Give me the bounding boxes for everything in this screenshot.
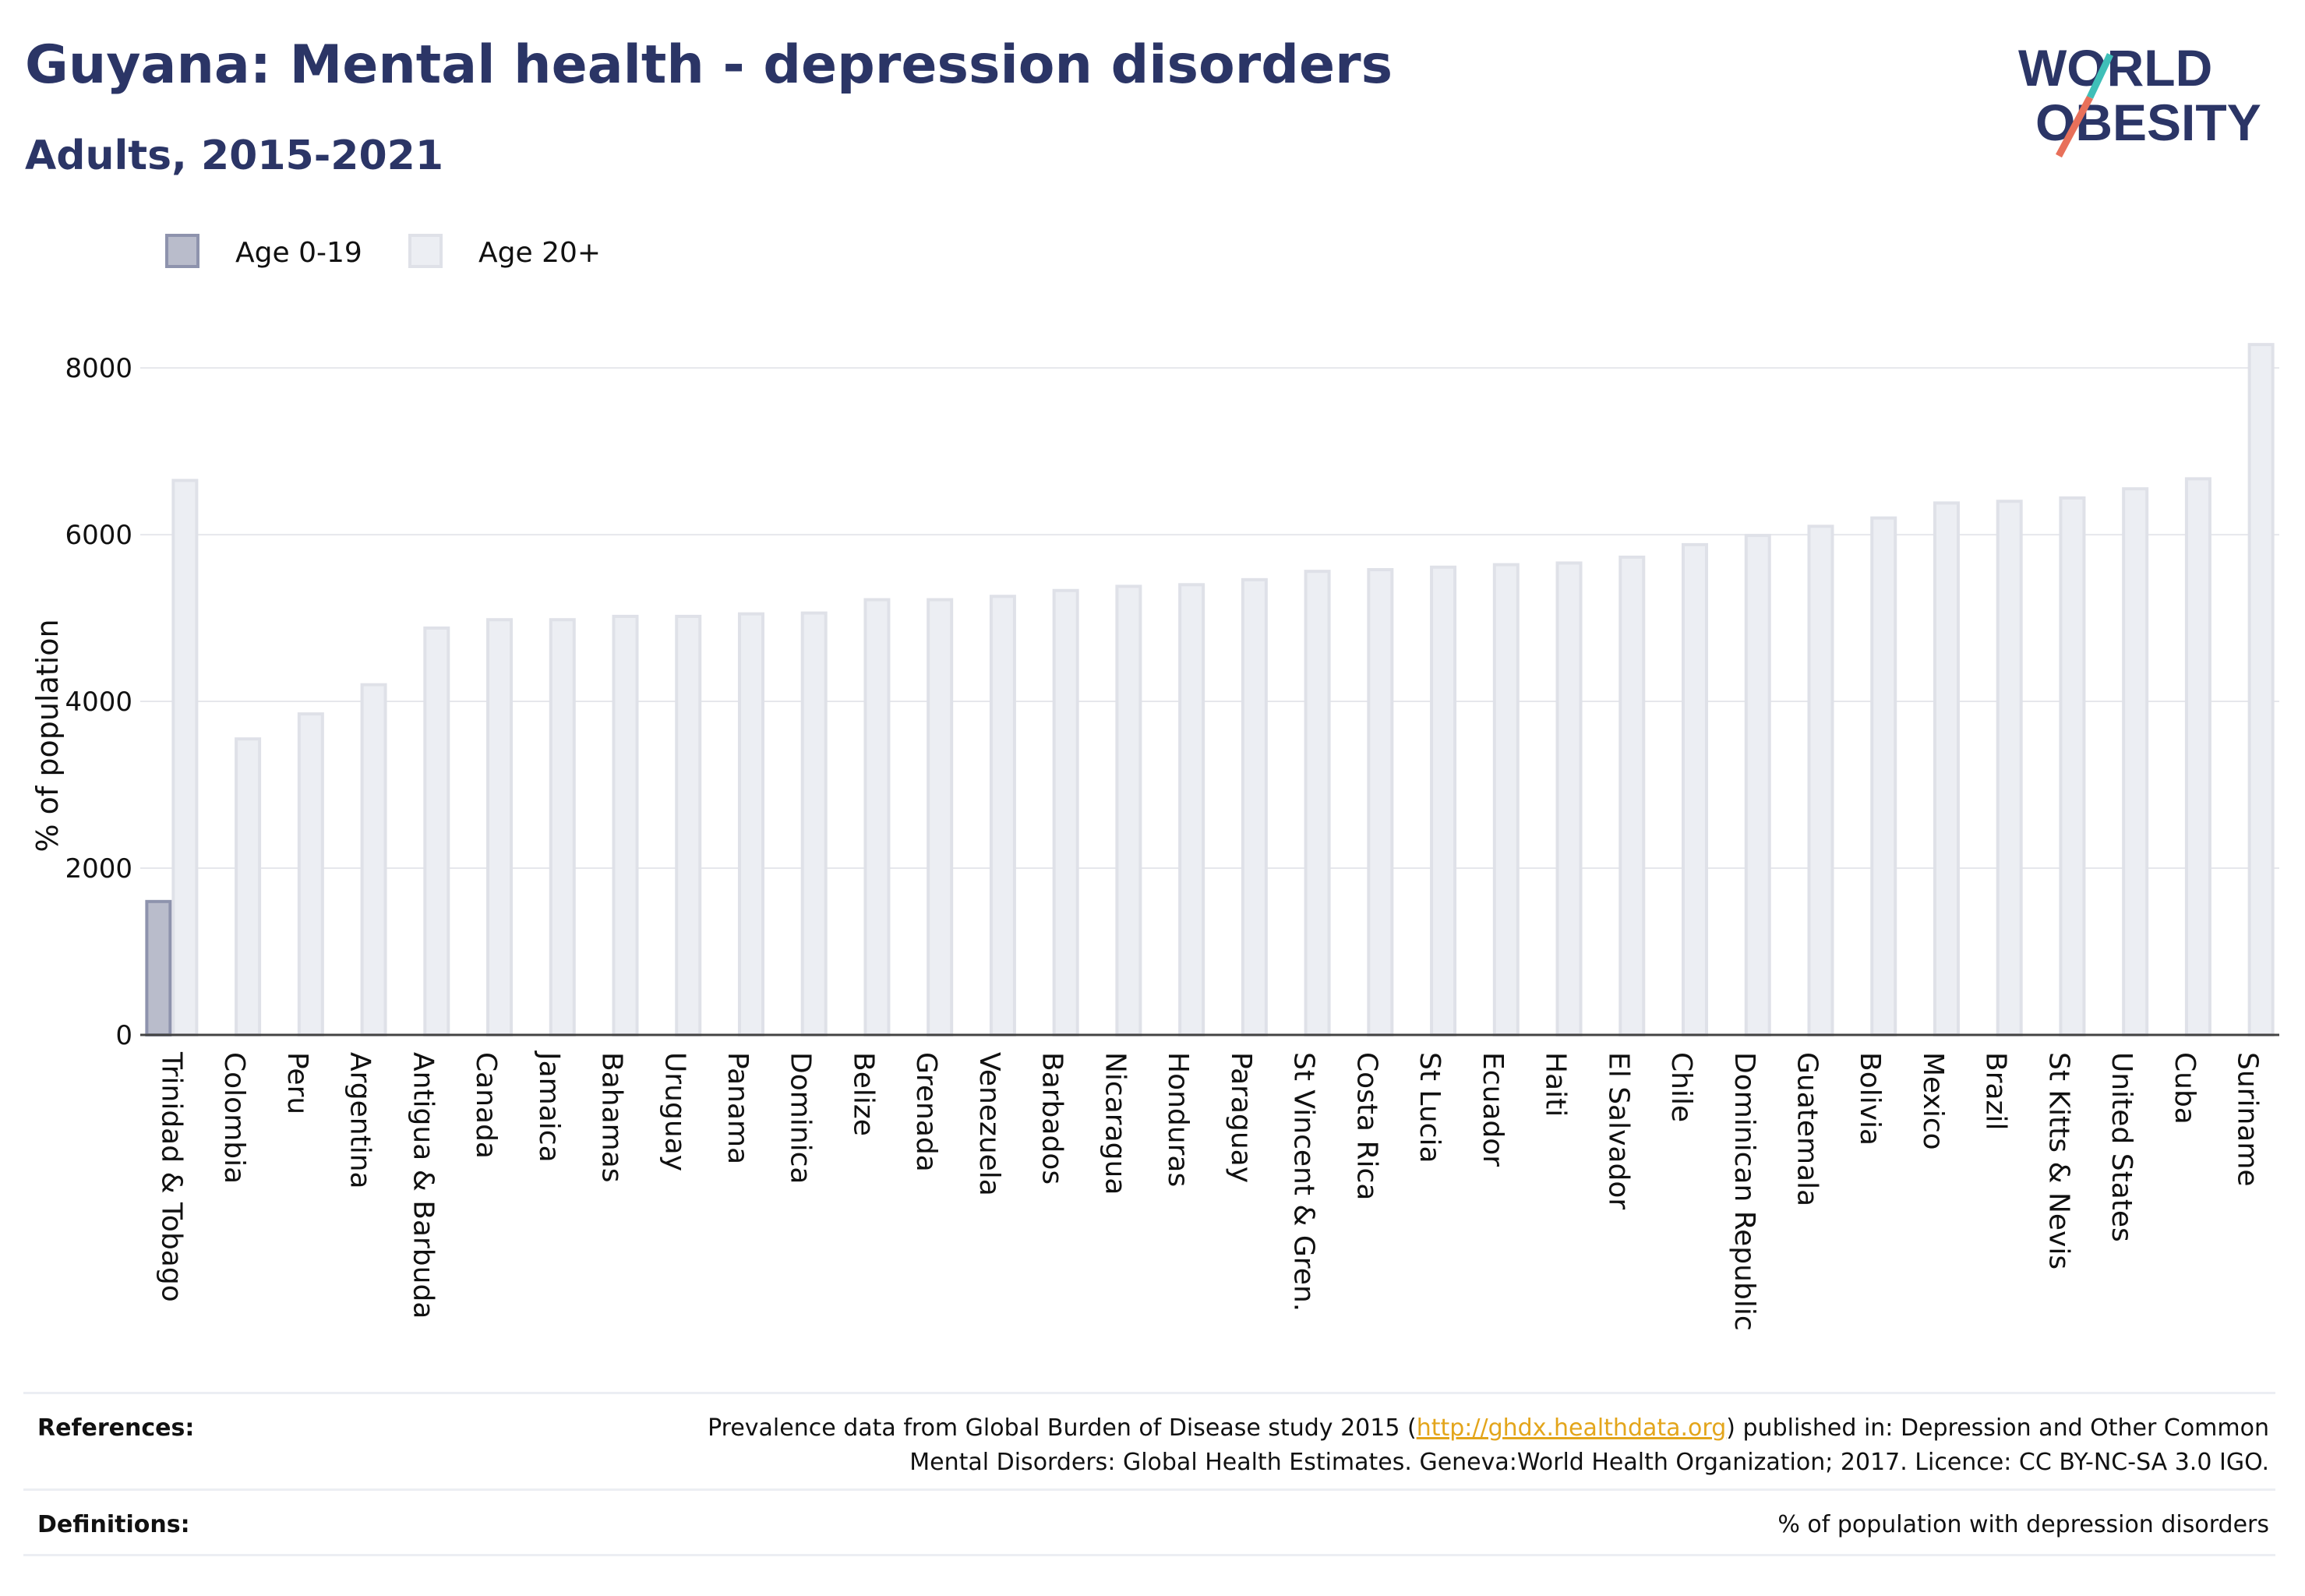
bar [737,612,764,1036]
bar [2059,496,2086,1036]
references-row: References: Prevalence data from Global … [23,1392,2275,1491]
x-tick-label: Colombia [218,1052,250,1184]
x-tick-label: Dominican Republic [1728,1052,1760,1331]
references-label: References: [37,1414,195,1442]
x-tick-label: Trinidad & Tobago [155,1051,187,1302]
bar [1996,500,2023,1036]
world-obesity-logo: WORLD OBESITY [2018,39,2261,158]
x-tick-label: Uruguay [658,1052,690,1171]
bar [1870,516,1897,1036]
x-tick-label: Venezuela [973,1052,1005,1196]
x-tick-label: Jamaica [533,1050,565,1163]
x-tick-label: Brazil [1980,1052,2012,1130]
x-tick-label: Costa Rica [1350,1052,1382,1200]
bar-chart: Age 0-19 Age 20+ 0 2000 4000 6000 8000 % of pop… [30,234,2279,1331]
x-tick-label: Bahamas [596,1052,628,1183]
bar [1618,555,1646,1036]
references-line2: Mental Disorders: Global Health Estimate… [909,1449,2269,1476]
bar [549,618,576,1036]
definitions-row: Definitions: % of population with depres… [23,1488,2275,1556]
bar [2122,487,2149,1036]
chart-title: Guyana: Mental health - depression disor… [25,34,1393,96]
bar [1430,565,1457,1036]
bar [1304,570,1331,1036]
x-tick-label: Chile [1665,1052,1697,1122]
x-tick-label: Paraguay [1225,1052,1257,1183]
bar [612,614,639,1036]
x-tick-label: Mexico [1917,1052,1949,1150]
bar [863,598,891,1036]
legend-swatch [408,234,443,268]
x-tick-label: Argentina [344,1052,376,1189]
bar [1367,568,1394,1036]
x-tick-label: Antigua & Barbuda [407,1052,439,1319]
bar [1241,577,1268,1036]
bar [145,899,172,1037]
bar [800,611,828,1036]
x-tick-label: Grenada [910,1052,942,1172]
y-tick-label: 0 [115,1020,132,1051]
x-tick-label: Bolivia [1854,1052,1886,1146]
bar [1807,524,1834,1036]
legend-swatch [165,234,199,268]
x-tick-label: El Salvador [1602,1052,1634,1209]
y-tick-label: 8000 [65,353,132,384]
x-tick-label: Belize [847,1052,879,1136]
svg-text:WORLD: WORLD [2018,39,2212,97]
bar [1682,542,1709,1036]
x-tick-label: Peru [281,1052,313,1114]
definitions-bottom-rule [23,1554,2275,1558]
legend-label: Age 20+ [478,237,601,269]
definitions-text: % of population with depression disorder… [1777,1511,2269,1538]
bar [927,598,954,1036]
references-text-after: ) published in: Depression and Other Com… [1726,1414,2269,1442]
chart-subtitle: Adults, 2015-2021 [25,132,444,179]
x-tick-label: Canada [470,1052,502,1159]
bar [171,478,199,1036]
bar [675,614,702,1036]
bar [1178,583,1205,1036]
bar [2247,343,2275,1036]
y-tick-label: 4000 [65,687,132,718]
x-tick-label: St Vincent & Gren. [1288,1052,1320,1312]
bar [989,595,1016,1036]
x-tick-label: Barbados [1036,1052,1068,1185]
bar [297,712,324,1036]
legend-label: Age 0-19 [235,237,362,269]
x-tick-label: Dominica [785,1052,817,1185]
references-link[interactable]: http://ghdx.healthdata.org [1416,1414,1727,1442]
bar [1492,563,1520,1036]
definitions-label: Definitions: [37,1511,190,1538]
references-text-before: Prevalence data from Global Burden of Di… [708,1414,1417,1442]
bar [360,683,387,1036]
bar [1744,534,1771,1036]
bar [1052,588,1079,1036]
bar [2184,477,2211,1036]
x-tick-label: Guatemala [1791,1052,1823,1206]
bar [235,737,262,1036]
bar [1555,561,1583,1036]
x-tick-label: Haiti [1540,1052,1572,1117]
x-tick-label: Nicaragua [1099,1052,1131,1195]
x-tick-label: St Lucia [1414,1052,1445,1163]
y-tick-label: 2000 [65,853,132,885]
bar [1933,501,1960,1036]
x-tick-label: St Kitts & Nevis [2042,1052,2074,1269]
bar [1115,584,1142,1036]
x-tick-label: United States [2106,1052,2137,1242]
y-tick-label: 6000 [65,520,132,551]
bar [423,626,450,1036]
bar [486,618,514,1036]
x-tick-label: Suriname [2232,1052,2264,1187]
x-tick-label: Panama [722,1052,754,1164]
x-tick-label: Cuba [2169,1052,2201,1125]
x-tick-label: Ecuador [1477,1052,1509,1167]
x-tick-label: Honduras [1162,1052,1194,1187]
references-text: Prevalence data from Global Burden of Di… [708,1411,2269,1480]
y-axis-label: % of population [30,619,65,852]
